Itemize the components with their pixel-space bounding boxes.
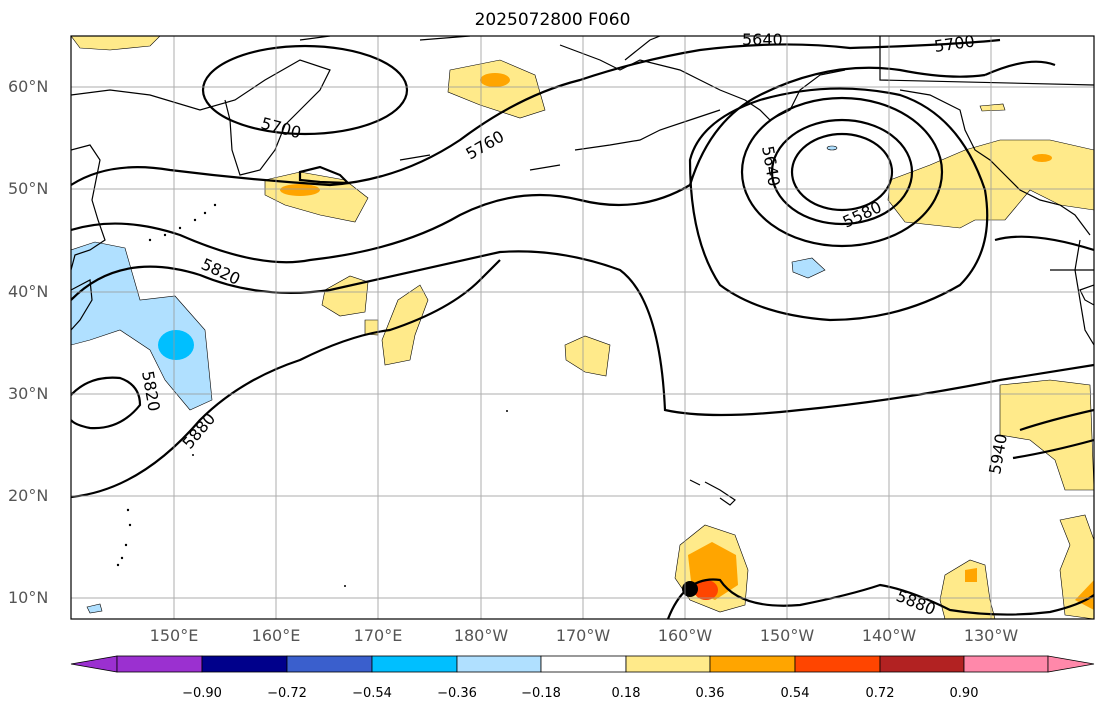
lat-label: 60°N [8,77,49,96]
colorbar-segment [879,655,965,673]
islands [116,203,508,587]
colorbar [70,655,1095,673]
lon-label: 140°W [861,626,917,645]
colorbar-tick: 0.90 [949,686,979,701]
lon-label: 170°E [353,626,403,645]
colorbar-segment [70,655,118,673]
colorbar-segment [625,655,711,673]
colorbar-segment [540,655,627,673]
contour-label: 5880 [894,586,939,619]
lat-label: 30°N [8,384,49,403]
colorbar-segment [286,655,373,673]
colorbar-segment [456,655,542,673]
height-contours [71,38,1094,619]
colorbar-segment [1047,655,1095,673]
contour-label: 5880 [179,409,220,452]
colorbar-tick: −0.18 [521,686,561,701]
colorbar-segment [794,655,881,673]
map-title: 2025072800 F060 [474,10,631,30]
contour-label: 5700 [259,114,303,143]
contour-label: 5820 [198,254,243,288]
contour-label: 5580 [840,197,885,231]
coastlines [71,36,1094,506]
lat-label: 10°N [8,588,49,607]
lat-label: 40°N [8,282,49,301]
storm-center-marker [682,581,698,597]
contour-label: 5940 [985,432,1011,475]
colorbar-segment [201,655,288,673]
lon-label: 160°E [251,626,301,645]
lon-label: 150°W [759,626,815,645]
lon-label: 180°W [453,626,509,645]
map-frame [70,35,1095,620]
lon-label: 160°W [657,626,713,645]
contour-label: 5700 [933,31,976,55]
contour-label: 5640 [742,30,783,49]
colorbar-segment [371,655,458,673]
lon-label: 130°W [963,626,1019,645]
colorbar-segment [116,655,203,673]
colorbar-segment [963,655,1049,673]
colorbar-tick: −0.90 [182,686,222,701]
colorbar-tick: 0.72 [865,686,895,701]
contour-labels: 5640 5700 5700 5760 5640 5580 5820 5820 … [138,30,1011,619]
colorbar-tick: 0.54 [780,686,810,701]
lat-label: 50°N [8,179,49,198]
colorbar-tick: −0.54 [352,686,392,701]
colorbar-tick: 0.36 [695,686,725,701]
lat-label: 20°N [8,486,49,505]
colorbar-tick: −0.72 [267,686,307,701]
colorbar-tick: 0.18 [611,686,641,701]
lon-label: 170°W [555,626,611,645]
contour-label: 5640 [758,144,784,187]
contour-label: 5820 [138,369,164,412]
colorbar-tick: −0.36 [437,686,477,701]
colorbar-segment [709,655,796,673]
lon-label: 150°E [149,626,199,645]
gridlines [71,36,1094,619]
